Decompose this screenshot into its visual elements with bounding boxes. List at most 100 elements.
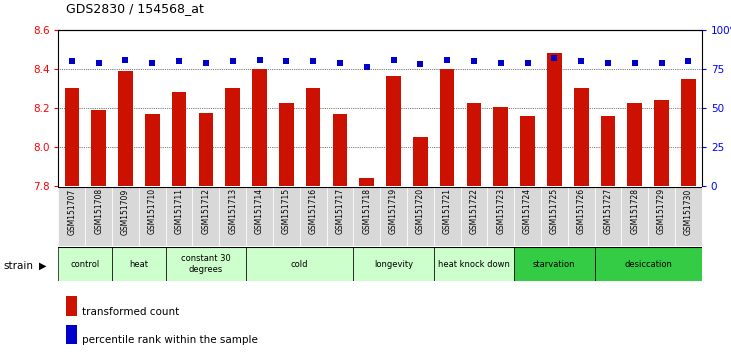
Bar xyxy=(145,114,159,186)
Text: GSM151718: GSM151718 xyxy=(363,188,371,234)
Text: control: control xyxy=(71,259,100,269)
Text: GSM151730: GSM151730 xyxy=(684,188,693,235)
Bar xyxy=(520,116,535,186)
Point xyxy=(281,58,292,64)
Point xyxy=(522,60,534,65)
Bar xyxy=(306,88,320,186)
FancyBboxPatch shape xyxy=(246,247,353,281)
FancyBboxPatch shape xyxy=(327,187,353,246)
FancyBboxPatch shape xyxy=(58,247,112,281)
Point xyxy=(602,60,614,65)
Point xyxy=(495,60,507,65)
Bar xyxy=(360,178,374,186)
FancyBboxPatch shape xyxy=(246,187,273,246)
FancyBboxPatch shape xyxy=(594,247,702,281)
FancyBboxPatch shape xyxy=(166,247,246,281)
Text: desiccation: desiccation xyxy=(624,259,672,269)
FancyBboxPatch shape xyxy=(58,187,86,246)
Text: constant 30
degrees: constant 30 degrees xyxy=(181,255,231,274)
FancyBboxPatch shape xyxy=(353,247,433,281)
FancyBboxPatch shape xyxy=(433,247,514,281)
FancyBboxPatch shape xyxy=(139,187,166,246)
Point xyxy=(548,55,560,61)
Text: GSM151713: GSM151713 xyxy=(228,188,237,234)
Bar xyxy=(466,103,481,186)
Bar xyxy=(225,88,240,186)
Bar xyxy=(627,103,642,186)
FancyBboxPatch shape xyxy=(433,187,461,246)
Point xyxy=(200,60,212,65)
FancyBboxPatch shape xyxy=(594,187,621,246)
Bar xyxy=(601,116,616,186)
Text: ▶: ▶ xyxy=(39,261,46,271)
FancyBboxPatch shape xyxy=(568,187,594,246)
Text: GSM151726: GSM151726 xyxy=(577,188,586,234)
Point xyxy=(361,65,373,70)
Text: strain: strain xyxy=(4,261,34,271)
FancyBboxPatch shape xyxy=(514,247,594,281)
FancyBboxPatch shape xyxy=(192,187,219,246)
Bar xyxy=(654,100,669,186)
Bar xyxy=(493,107,508,186)
Text: GSM151714: GSM151714 xyxy=(255,188,264,234)
Bar xyxy=(413,137,428,186)
Text: GSM151719: GSM151719 xyxy=(389,188,398,234)
Text: GSM151710: GSM151710 xyxy=(148,188,156,234)
Text: GSM151728: GSM151728 xyxy=(630,188,639,234)
Text: GSM151727: GSM151727 xyxy=(604,188,613,234)
Bar xyxy=(547,53,561,186)
FancyBboxPatch shape xyxy=(675,187,702,246)
Text: percentile rank within the sample: percentile rank within the sample xyxy=(82,335,258,345)
Point xyxy=(66,58,77,64)
Point xyxy=(683,58,694,64)
Point xyxy=(254,57,265,63)
Bar xyxy=(386,76,401,186)
Text: GDS2830 / 154568_at: GDS2830 / 154568_at xyxy=(66,2,204,15)
Bar xyxy=(91,110,106,186)
Point xyxy=(120,57,132,63)
Bar xyxy=(118,71,133,186)
FancyBboxPatch shape xyxy=(380,187,407,246)
Bar xyxy=(199,113,213,186)
Point xyxy=(307,58,319,64)
Point xyxy=(227,58,238,64)
Text: cold: cold xyxy=(291,259,308,269)
Bar xyxy=(252,69,267,186)
Text: transformed count: transformed count xyxy=(82,307,179,316)
Text: longevity: longevity xyxy=(374,259,413,269)
FancyBboxPatch shape xyxy=(648,187,675,246)
Text: GSM151721: GSM151721 xyxy=(443,188,452,234)
Text: GSM151724: GSM151724 xyxy=(523,188,532,234)
Bar xyxy=(333,114,347,186)
Text: GSM151729: GSM151729 xyxy=(657,188,666,234)
Text: GSM151715: GSM151715 xyxy=(282,188,291,234)
Text: GSM151711: GSM151711 xyxy=(175,188,183,234)
FancyBboxPatch shape xyxy=(219,187,246,246)
Point xyxy=(93,60,105,65)
FancyBboxPatch shape xyxy=(407,187,433,246)
Text: heat knock down: heat knock down xyxy=(438,259,510,269)
FancyBboxPatch shape xyxy=(461,187,488,246)
Bar xyxy=(681,79,696,186)
Point xyxy=(173,58,185,64)
Point xyxy=(146,60,158,65)
FancyBboxPatch shape xyxy=(273,187,300,246)
Bar xyxy=(279,103,294,186)
Point xyxy=(387,57,399,63)
Bar xyxy=(64,88,79,186)
Bar xyxy=(172,92,186,186)
Point xyxy=(468,58,480,64)
FancyBboxPatch shape xyxy=(541,187,568,246)
FancyBboxPatch shape xyxy=(488,187,514,246)
FancyBboxPatch shape xyxy=(86,187,112,246)
FancyBboxPatch shape xyxy=(112,187,139,246)
Point xyxy=(629,60,640,65)
Point xyxy=(414,62,426,67)
Text: GSM151709: GSM151709 xyxy=(121,188,130,235)
Text: starvation: starvation xyxy=(533,259,575,269)
Bar xyxy=(440,69,455,186)
Text: GSM151712: GSM151712 xyxy=(202,188,211,234)
FancyBboxPatch shape xyxy=(514,187,541,246)
FancyBboxPatch shape xyxy=(112,247,166,281)
Text: GSM151720: GSM151720 xyxy=(416,188,425,234)
